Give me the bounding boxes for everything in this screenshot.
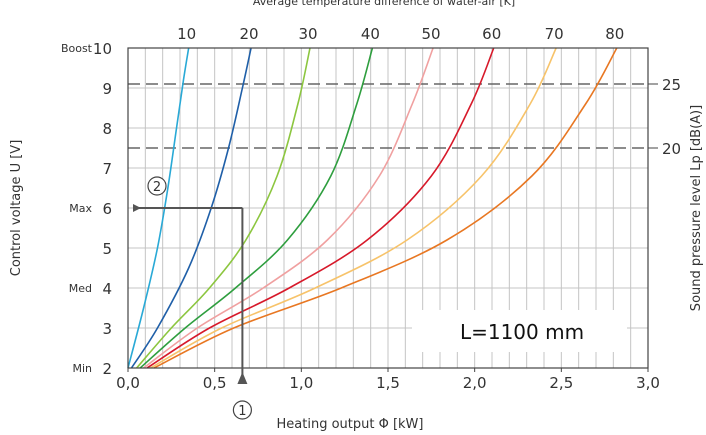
- marker-circle-1: [232, 400, 252, 420]
- right-tick-label: 20: [662, 140, 681, 158]
- y-tick-label: 5: [102, 240, 112, 258]
- x-tick-label: 0,0: [116, 374, 140, 392]
- series-label-70: 70: [545, 25, 564, 43]
- series-line-70: [150, 47, 557, 369]
- y-named-tick-label: Min: [72, 362, 92, 375]
- series-label-10: 10: [177, 25, 196, 43]
- series-line-50: [143, 47, 434, 369]
- series-label-40: 40: [361, 25, 380, 43]
- y-tick-label: 7: [102, 160, 112, 178]
- series-label-60: 60: [482, 25, 501, 43]
- marker-circle-2: [147, 176, 167, 196]
- x-tick-label: 3,0: [636, 374, 660, 392]
- x-tick-label: 1,0: [289, 374, 313, 392]
- marker-label-2: 2: [153, 180, 161, 195]
- lookup-path: 12: [133, 176, 252, 420]
- series-label-50: 50: [422, 25, 441, 43]
- lookup-up-arrow: [237, 372, 248, 384]
- series-line-10: [127, 47, 190, 369]
- annotation: L=1100 mm: [412, 310, 627, 352]
- sound-level-lines: [128, 83, 648, 149]
- x-tick-label: 2,5: [549, 374, 573, 392]
- marker-label-1: 1: [238, 404, 246, 419]
- y-tick-label: 3: [102, 320, 112, 338]
- annotation-label: L=1100 mm: [460, 320, 584, 344]
- y-tick-label: 8: [102, 120, 112, 138]
- x-tick-label: 2,0: [463, 374, 487, 392]
- y-axis-right-label: Sound pressure level Lp [dB(A)]: [689, 105, 704, 311]
- series-label-80: 80: [605, 25, 624, 43]
- series-label-30: 30: [298, 25, 317, 43]
- y-tick-label: 4: [102, 280, 112, 298]
- series-labels: 10 20 30 40 50 60 70 80: [177, 25, 624, 43]
- series-line-40: [139, 47, 374, 369]
- y-named-tick-label: Med: [69, 282, 92, 295]
- x-tick-label: 0,5: [203, 374, 227, 392]
- series-label-20: 20: [240, 25, 259, 43]
- series-line-60: [146, 47, 495, 369]
- x-axis-label: Heating output Φ [kW]: [277, 417, 424, 432]
- right-tick-label: 25: [662, 76, 681, 94]
- y-tick-label: 2: [102, 360, 112, 378]
- y-tick-label: 9: [102, 80, 112, 98]
- y-tick-label: 6: [102, 200, 112, 218]
- y-tick-label: 10: [93, 40, 112, 58]
- x-tick-label: 1,5: [376, 374, 400, 392]
- y-named-tick-label: Boost: [61, 42, 93, 55]
- top-title: Average temperature difference of water-…: [253, 0, 515, 8]
- y-axis-label: Control voltage U [V]: [9, 140, 24, 277]
- y-named-tick-label: Max: [69, 202, 92, 215]
- series-line-30: [136, 47, 311, 369]
- series-line-80: [153, 47, 618, 369]
- annotation-box: [412, 310, 627, 352]
